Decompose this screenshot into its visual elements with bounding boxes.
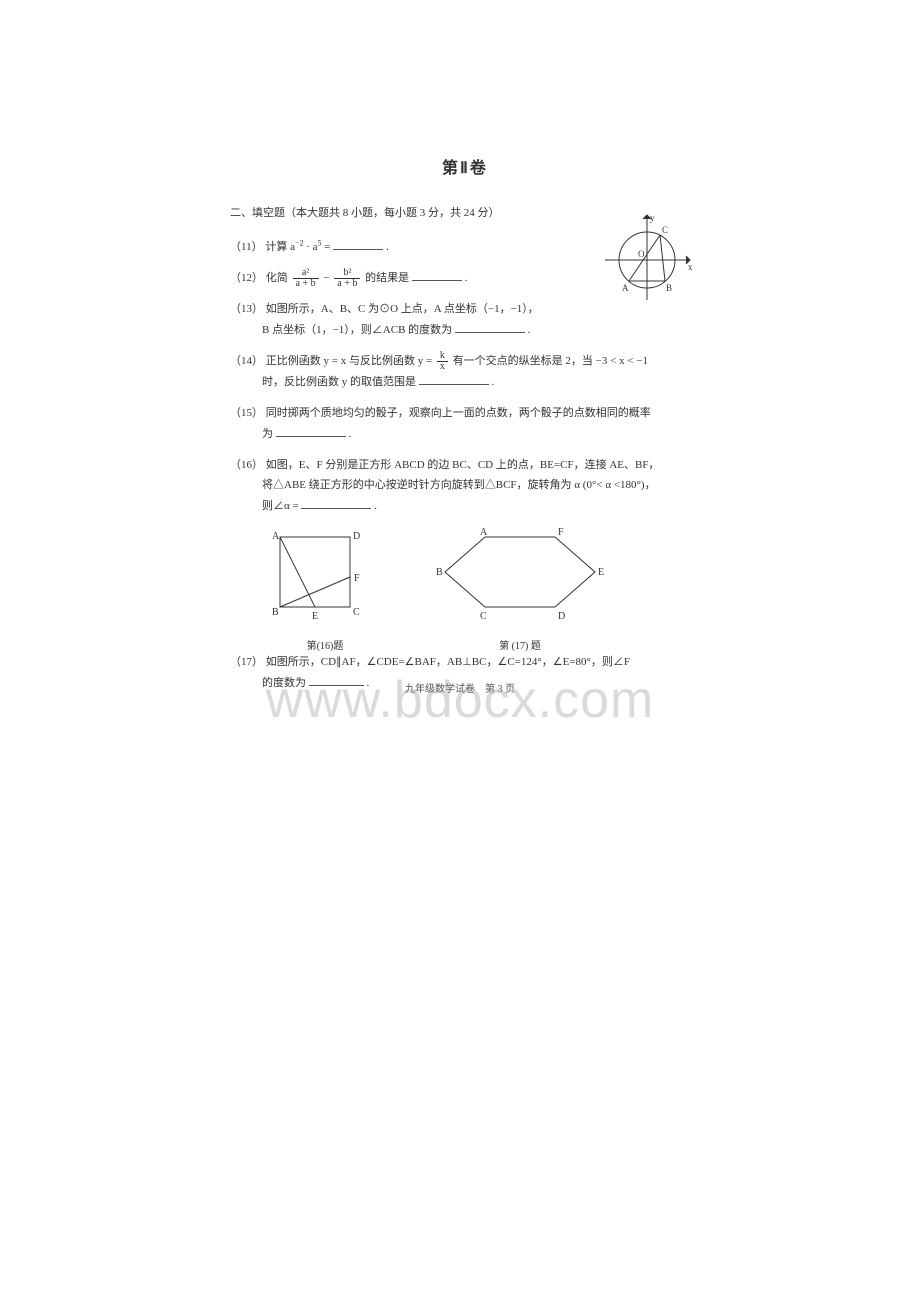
- q15-line1: 同时掷两个质地均匀的骰子，观察向上一面的点数，两个骰子的点数相同的概率: [266, 407, 651, 419]
- q11-text-3: =: [322, 241, 334, 253]
- fraction-k-x: kx: [437, 351, 448, 372]
- page-footer: 九年级数学试卷 第 3 页: [0, 680, 920, 695]
- svg-text:C: C: [353, 607, 360, 618]
- svg-text:C: C: [662, 225, 668, 235]
- question-11: （11） 计算 a−2 · a5 = .: [230, 236, 700, 259]
- answer-blank: [301, 497, 371, 509]
- figure-17: A F B E C D 第 (17) 题: [430, 527, 610, 642]
- q16-line1: 如图，E、F 分别是正方形 ABCD 的边 BC、CD 上的点，BE=CF，连接…: [266, 459, 660, 471]
- q-number: （17）: [230, 656, 263, 668]
- q12-post: 的结果是: [365, 272, 409, 284]
- q14-mid: 有一个交点的纵坐标是 2，当 −3 < x < −1: [453, 355, 648, 367]
- figures-row: A D F B E C 第(16)题 A F B E C D 第 (17) 题: [260, 527, 700, 642]
- q17-line1: 如图所示，CD∥AF，∠CDE=∠BAF，AB⊥BC，∠C=124°，∠E=80…: [266, 656, 630, 668]
- svg-text:E: E: [598, 567, 604, 578]
- q15-line2: 为: [262, 428, 273, 440]
- svg-text:F: F: [354, 573, 360, 584]
- answer-blank: [419, 373, 489, 385]
- q11-text-1: 计算 a: [265, 241, 295, 253]
- q16-line2: 将△ABE 绕正方形的中心按逆时针方向旋转到△BCF，旋转角为 α (0°< α…: [262, 479, 656, 491]
- q12-minus: −: [323, 272, 332, 284]
- q-number: （11）: [230, 241, 263, 253]
- q11-text-2: · a: [304, 241, 318, 253]
- svg-text:A: A: [480, 527, 488, 538]
- q14-line2: 时，反比例函数 y 的取值范围是: [262, 376, 416, 388]
- fraction-1: a²a + b: [293, 268, 319, 289]
- question-13: （13） 如图所示，A、B、C 为⊙O 上点，A 点坐标（−1，−1）， B 点…: [230, 299, 570, 341]
- q14-pre: 正比例函数 y = x 与反比例函数 y =: [266, 355, 435, 367]
- q13-line1: 如图所示，A、B、C 为⊙O 上点，A 点坐标（−1，−1），: [266, 303, 539, 315]
- page-title: 第Ⅱ卷: [230, 155, 700, 184]
- q13-line2: B 点坐标（1，−1），则∠ACB 的度数为: [262, 324, 452, 336]
- svg-text:A: A: [272, 531, 280, 542]
- svg-text:B: B: [436, 567, 443, 578]
- answer-blank: [412, 269, 462, 281]
- svg-text:y: y: [650, 213, 655, 223]
- svg-text:C: C: [480, 611, 487, 622]
- answer-blank: [276, 425, 346, 437]
- svg-text:D: D: [558, 611, 565, 622]
- fraction-2: b²a + b: [334, 268, 360, 289]
- answer-blank: [333, 238, 383, 250]
- svg-text:D: D: [353, 531, 360, 542]
- svg-text:F: F: [558, 527, 564, 538]
- exam-page: 第Ⅱ卷 二、填空题（本大题共 8 小题，每小题 3 分，共 24 分） y x …: [230, 155, 700, 704]
- q-number: （12）: [230, 272, 263, 284]
- q-number: （15）: [230, 407, 263, 419]
- q11-sup1: −2: [295, 239, 304, 248]
- q-number: （16）: [230, 459, 263, 471]
- q-number: （13）: [230, 303, 263, 315]
- question-15: （15） 同时掷两个质地均匀的骰子，观察向上一面的点数，两个骰子的点数相同的概率…: [230, 403, 700, 445]
- q16-line3: 则∠α =: [262, 500, 299, 512]
- question-16: （16） 如图，E、F 分别是正方形 ABCD 的边 BC、CD 上的点，BE=…: [230, 455, 700, 518]
- question-14: （14） 正比例函数 y = x 与反比例函数 y = kx 有一个交点的纵坐标…: [230, 351, 700, 393]
- q12-pre: 化简: [266, 272, 291, 284]
- svg-text:E: E: [312, 611, 318, 622]
- question-12: （12） 化简 a²a + b − b²a + b 的结果是 .: [230, 268, 700, 289]
- q-number: （14）: [230, 355, 263, 367]
- figure-16: A D F B E C 第(16)题: [260, 527, 390, 642]
- answer-blank: [455, 321, 525, 333]
- svg-text:B: B: [272, 607, 279, 618]
